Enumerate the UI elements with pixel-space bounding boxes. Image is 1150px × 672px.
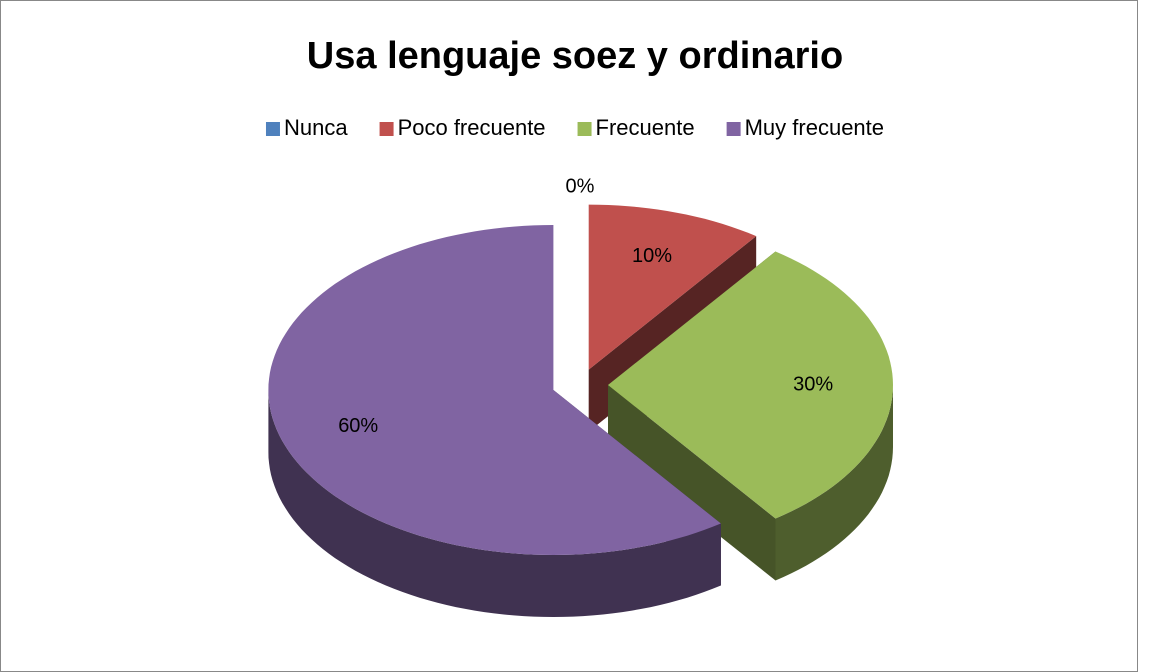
slice-wall — [268, 390, 721, 617]
data-label: 0% — [566, 176, 595, 198]
slice — [588, 204, 757, 370]
legend-swatch — [265, 122, 280, 136]
legend-label: Muy frecuente — [745, 115, 884, 140]
legend-label: Poco frecuente — [398, 115, 546, 140]
data-label: 60% — [338, 415, 378, 437]
legend-label: Frecuente — [596, 115, 695, 140]
slice-wall — [775, 385, 893, 581]
legend-swatch — [726, 122, 741, 136]
data-label: 10% — [632, 245, 672, 267]
slice-side — [608, 385, 776, 581]
legend-swatch — [379, 122, 394, 136]
legend-label: Nunca — [284, 115, 348, 140]
chart-title: Usa lenguaje soez y ordinario — [307, 35, 843, 77]
legend-swatch — [577, 122, 592, 136]
slice — [268, 225, 721, 555]
data-label: 30% — [793, 373, 833, 395]
slice — [608, 251, 893, 519]
